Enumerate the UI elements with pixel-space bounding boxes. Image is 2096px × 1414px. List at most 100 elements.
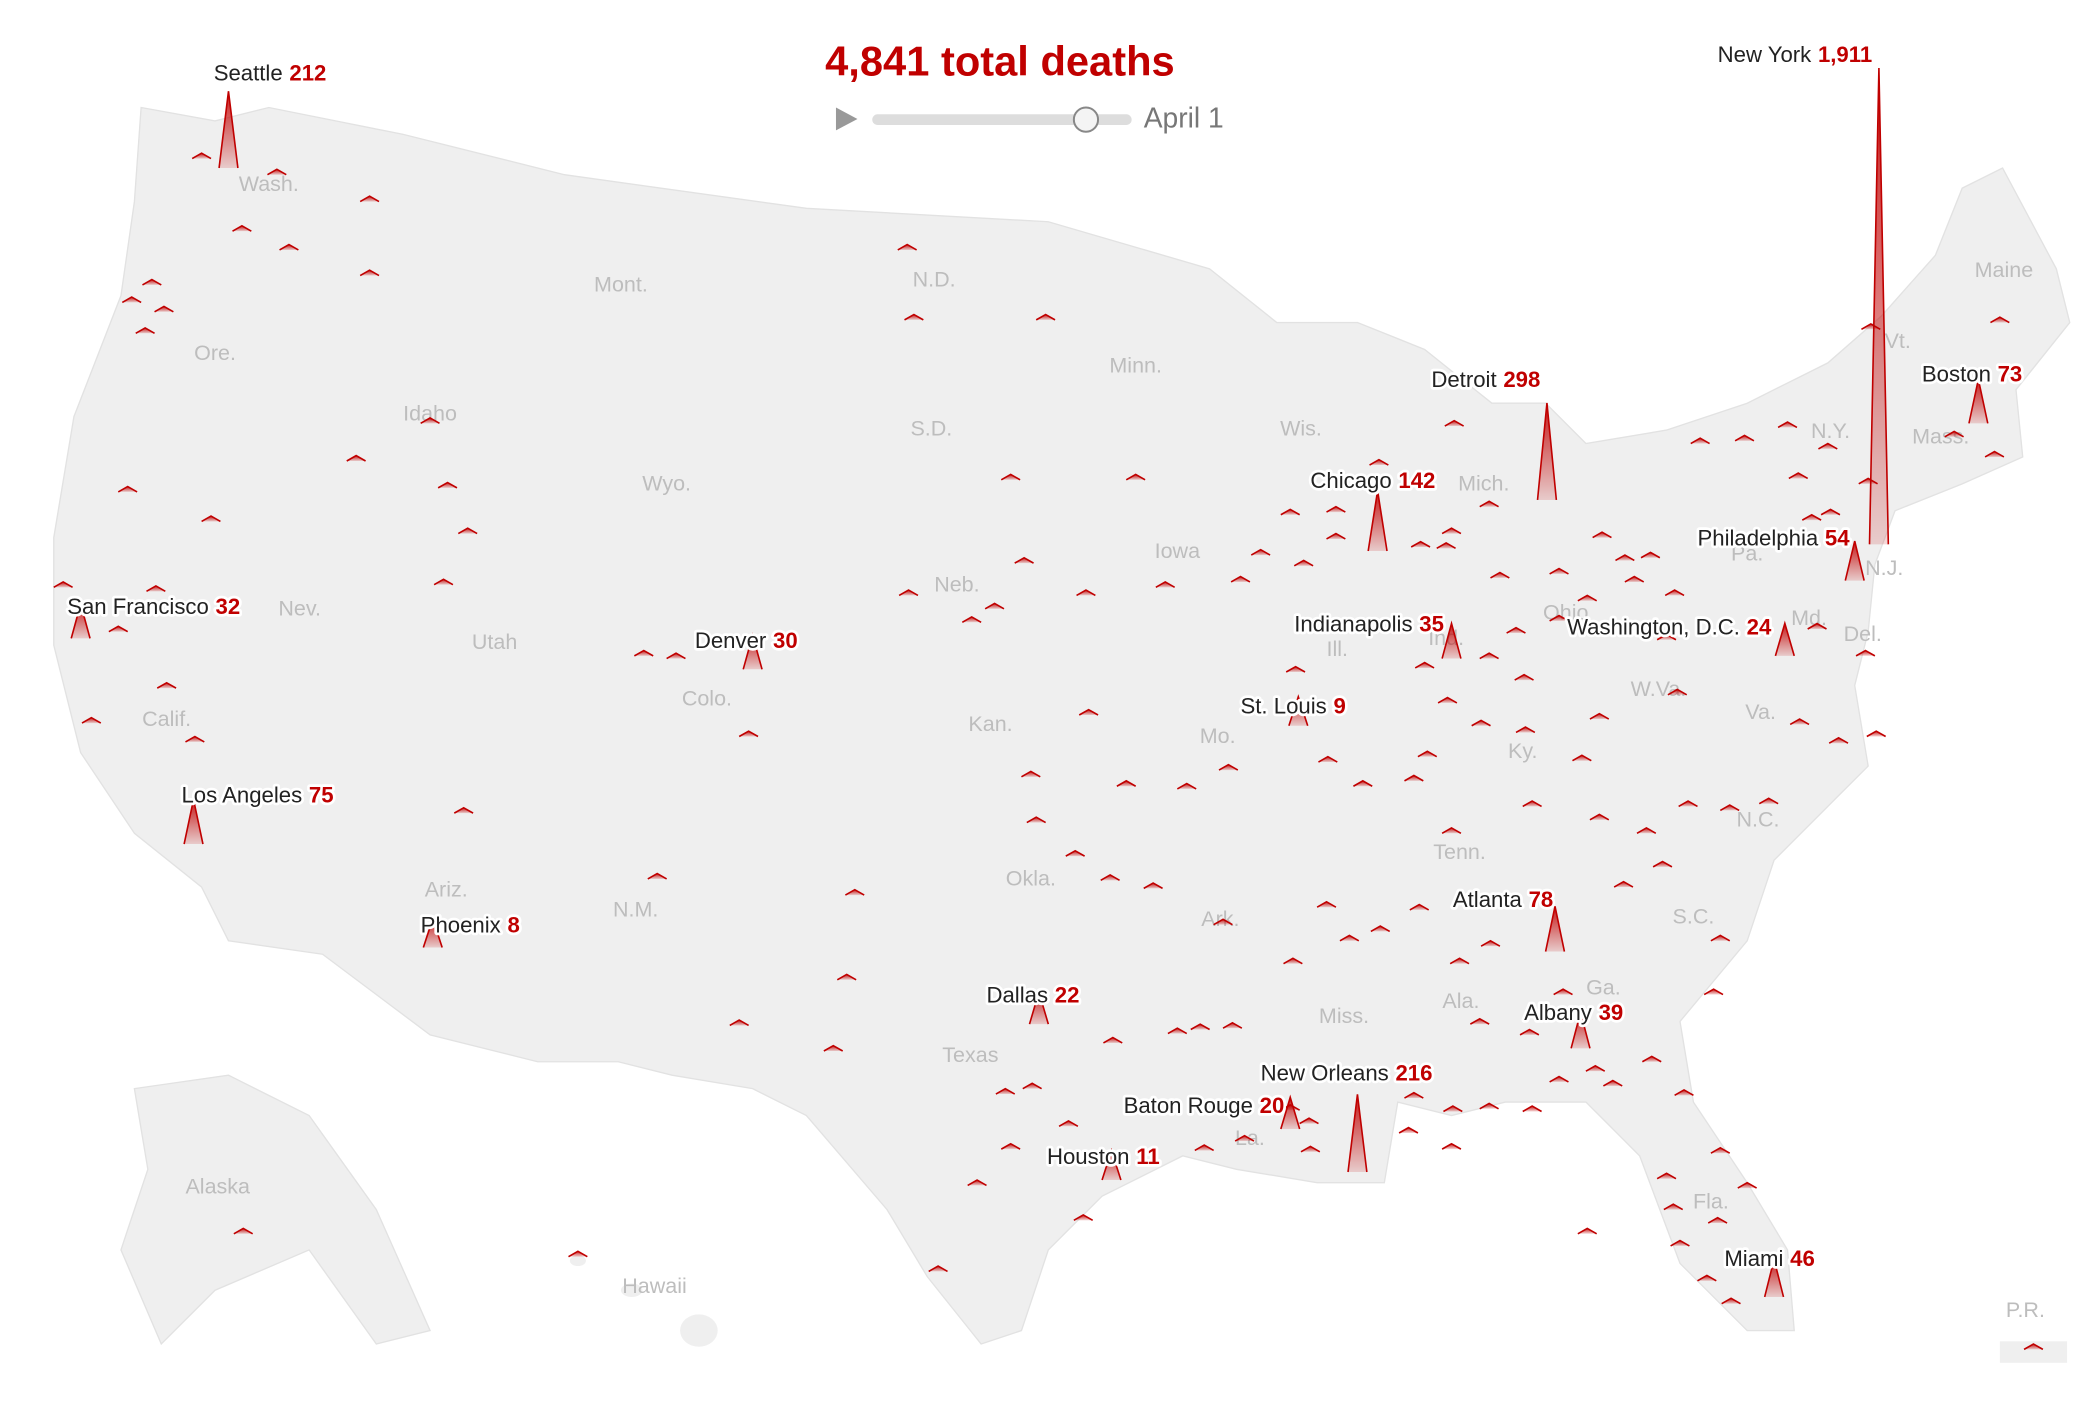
city-name: New York xyxy=(1718,42,1813,67)
small-spike xyxy=(1409,903,1430,911)
region-label: Va. xyxy=(1745,700,1776,724)
region-label: N.D. xyxy=(913,267,956,291)
small-spike xyxy=(420,417,440,425)
small-spike xyxy=(1664,589,1685,597)
city-value: 22 xyxy=(1055,983,1080,1008)
small-spike xyxy=(1404,1091,1424,1099)
small-spike xyxy=(1690,437,1710,445)
small-spike xyxy=(1417,750,1438,758)
city-label: Washington, D.C. 24 xyxy=(1567,614,1772,639)
spike xyxy=(183,799,204,845)
spike xyxy=(218,91,239,169)
city-name: Indianapolis xyxy=(1294,612,1412,637)
small-spike xyxy=(154,305,174,313)
region-label: Texas xyxy=(942,1043,998,1067)
small-spike xyxy=(1318,755,1338,763)
city-label: St. Louis 9 xyxy=(1241,694,1346,719)
small-spike xyxy=(1234,1134,1255,1142)
small-spike xyxy=(1058,1119,1079,1127)
small-spike xyxy=(1670,1239,1690,1247)
small-spike xyxy=(647,872,668,880)
region-label: Ga. xyxy=(1586,976,1621,1000)
small-spike xyxy=(1710,1146,1731,1154)
small-spike xyxy=(1143,882,1163,890)
small-spike xyxy=(191,152,212,160)
small-spike xyxy=(1370,925,1391,933)
city-label: Miami 46 xyxy=(1724,1246,1814,1271)
spike xyxy=(1441,620,1462,659)
city-label: Philadelphia 54 xyxy=(1697,526,1850,551)
small-spike xyxy=(836,973,857,981)
hawaii-island xyxy=(569,1255,586,1267)
spike xyxy=(1101,1147,1122,1181)
spike xyxy=(1544,906,1566,952)
small-spike xyxy=(135,327,155,335)
spikes xyxy=(70,67,1989,1298)
small-spike xyxy=(1636,826,1657,834)
city-label: Detroit 298 xyxy=(1431,367,1540,392)
small-spike xyxy=(729,1019,750,1027)
city-value: 78 xyxy=(1529,887,1554,912)
slider-knob[interactable] xyxy=(1072,106,1100,133)
region-labels: Wash.Ore.Calif.Nev.IdahoMont.Wyo.UtahAri… xyxy=(142,172,2045,1322)
small-spike xyxy=(1213,918,1233,926)
small-spike xyxy=(1176,782,1197,790)
small-spike xyxy=(433,578,454,586)
small-spike xyxy=(633,649,654,657)
small-spike xyxy=(1100,874,1120,882)
city-value: 32 xyxy=(216,594,241,619)
small-spike xyxy=(1441,826,1462,834)
small-spike xyxy=(1285,665,1306,673)
small-spike xyxy=(1339,934,1360,942)
small-spike xyxy=(1656,1172,1677,1180)
small-spike xyxy=(1710,934,1731,942)
city-name: Seattle xyxy=(214,61,283,86)
city-name: Washington, D.C. xyxy=(1567,614,1740,639)
small-spike xyxy=(453,806,474,814)
slider-track[interactable] xyxy=(872,114,1132,125)
region-label: Maine xyxy=(1975,258,2034,282)
small-spike xyxy=(1437,696,1458,704)
map-layer: Wash.Ore.Calif.Nev.IdahoMont.Wyo.UtahAri… xyxy=(53,37,2071,1363)
small-spike xyxy=(1480,939,1501,947)
region-label: Colo. xyxy=(682,687,732,711)
small-spike xyxy=(1549,567,1569,575)
small-spike xyxy=(961,615,982,623)
region-label: Ala. xyxy=(1442,989,1479,1013)
region-label: Utah xyxy=(472,630,517,654)
small-spike xyxy=(1789,718,1810,726)
small-spike xyxy=(1414,661,1435,669)
small-spike xyxy=(1602,1079,1623,1087)
spike xyxy=(1028,989,1050,1025)
spike xyxy=(1347,1094,1368,1173)
city-label: Indianapolis 35 xyxy=(1294,612,1444,637)
city-label: Chicago 142 xyxy=(1310,468,1435,493)
city-value: 8 xyxy=(507,913,519,938)
small-spike xyxy=(1515,726,1536,734)
date-label: April 1 xyxy=(1144,102,1224,134)
small-spike xyxy=(142,278,162,286)
city-value: 75 xyxy=(309,782,334,807)
small-spike xyxy=(967,1179,987,1187)
region-label: Ill. xyxy=(1327,637,1349,661)
small-spike xyxy=(2023,1343,2044,1351)
small-spike xyxy=(1667,688,1688,696)
small-spike xyxy=(1479,652,1499,660)
play-button[interactable] xyxy=(835,107,858,131)
small-spike xyxy=(1441,527,1462,535)
region-label: Ariz. xyxy=(425,877,468,901)
spike xyxy=(1536,402,1558,501)
city-name: Baton Rouge xyxy=(1124,1093,1253,1118)
small-spike xyxy=(1820,508,1841,516)
title: 4,841 total deaths xyxy=(825,37,1175,84)
small-spike xyxy=(1326,532,1346,540)
city-name: Albany xyxy=(1524,1000,1593,1025)
small-spike xyxy=(457,527,478,535)
small-spike xyxy=(359,269,380,277)
hawaii-island xyxy=(680,1314,718,1347)
small-spike xyxy=(279,243,299,251)
small-spike xyxy=(1592,531,1612,539)
region-label: N.J. xyxy=(1865,556,1903,580)
small-spike xyxy=(1404,774,1424,782)
